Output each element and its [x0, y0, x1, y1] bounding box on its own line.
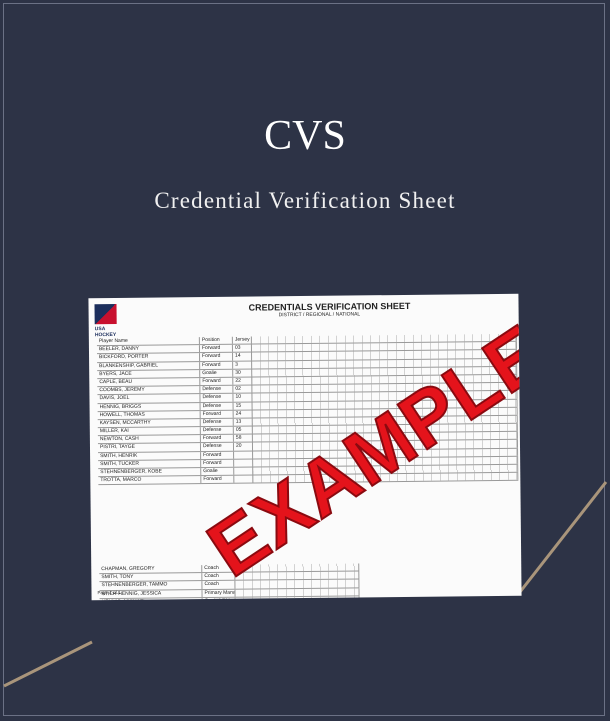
cell: Position [199, 336, 233, 345]
cell: 14 [233, 352, 253, 361]
cell: HOWELL, THOMAS [97, 410, 201, 420]
document-image: USA HOCKEY CREDENTIALS VERIFICATION SHEE… [88, 293, 522, 601]
cell: 15 [233, 402, 253, 410]
cell: Defense [200, 402, 234, 410]
cell: STEHNENBERGER, TAMMO [99, 581, 203, 590]
grid-cells [235, 587, 360, 597]
cell: SMITH, TUCKER [98, 459, 202, 469]
cell: DAVIS, JOEL [97, 394, 201, 403]
cell: HENNIG, BRIGGS [97, 402, 201, 411]
cell: Defense [200, 385, 234, 394]
cell: 24 [233, 410, 253, 418]
cell: MILLER, KAI [97, 427, 201, 436]
cell: CHAPMAN, GREGORY [99, 565, 203, 574]
cell: 22 [233, 377, 253, 385]
cell: SMITH, TONY [99, 573, 203, 582]
cell: 58 [233, 434, 253, 443]
cell: Goalie [200, 369, 234, 378]
cell: KAYSEN, MCCARTHY [97, 418, 201, 428]
cell: Defense [200, 418, 234, 427]
cell: Goalie [201, 467, 235, 476]
cell: 3 [233, 361, 253, 369]
cell: Player Name [96, 337, 200, 346]
cell: Forward [200, 434, 234, 443]
cell: BYERS, JACE [97, 369, 201, 379]
cell: 13 [233, 418, 253, 426]
cell: 20 [233, 442, 254, 451]
cell: Primary Manager [202, 589, 236, 597]
frame [3, 3, 605, 716]
cell: Forward [200, 377, 234, 386]
cell: Forward [200, 361, 234, 369]
cell: 10 [233, 393, 253, 402]
cell: 30 [233, 369, 253, 377]
cell: 05 [233, 426, 253, 434]
cell: 02 [233, 385, 253, 394]
cell [234, 451, 254, 459]
logo-text: USA HOCKEY [94, 326, 117, 339]
cell: Forward [200, 353, 234, 361]
cell: Defense [200, 394, 234, 402]
cell: Forward [201, 475, 235, 484]
cell: Forward [201, 459, 235, 468]
logo: USA HOCKEY [94, 303, 124, 339]
cell: COOMBS, JEREMY [97, 386, 201, 395]
title: CVS [264, 113, 346, 159]
cell: Forward [199, 344, 234, 353]
cell: Forward [201, 451, 235, 459]
cell [234, 467, 254, 475]
doc-subheading: DISTRICT / REGIONAL / NATIONAL [278, 311, 361, 319]
cell: SMITH, HENRIK [98, 451, 202, 460]
cell: STEHNENBERGER, KOBE [98, 468, 202, 477]
cell: Defense [200, 443, 235, 451]
cell: PISTRI, TAYGE [97, 443, 202, 452]
cell: BEELER, DANNY [96, 345, 201, 354]
cell: Coach [202, 581, 236, 589]
cell [234, 459, 254, 467]
cell: NEWTON, CASH [97, 435, 201, 444]
cell: BICKFORD, PORTER [97, 353, 201, 362]
subtitle: Credential Verification Sheet [154, 188, 456, 213]
cell: 03 [232, 344, 253, 353]
cell: Jersey [232, 336, 252, 344]
cell: Defense [200, 426, 234, 435]
page-number: Page 1 of 1 [97, 589, 121, 596]
cell: TROTTA, MARCO [98, 476, 202, 485]
cell: CAPLE, BEAU [97, 378, 201, 387]
cell: BLANKENSHIP, GABRIEL [97, 361, 201, 370]
cell: Forward [200, 410, 234, 418]
